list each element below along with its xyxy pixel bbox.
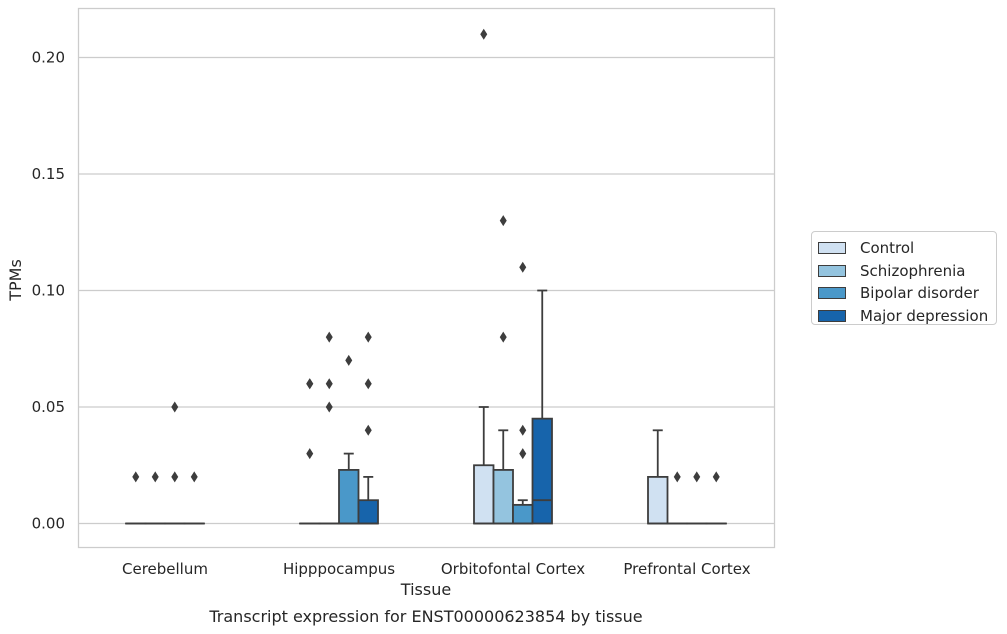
box-prefrontal-cortex-control	[647, 429, 669, 525]
box-cerebellum-schizophrenia	[144, 471, 166, 525]
x-tick-label-cerebellum: Cerebellum	[122, 560, 208, 578]
box-orbitofontal-cortex-schizophrenia	[492, 215, 514, 525]
box-body	[531, 417, 553, 525]
box-cerebellum-major-depression	[183, 471, 205, 525]
outlier-point	[151, 471, 159, 483]
outlier-point	[325, 378, 333, 390]
y-tick-label: 0.05	[32, 398, 65, 416]
box-cerebellum-control	[125, 471, 147, 525]
y-tick-label: 0.10	[32, 282, 65, 300]
legend: Control Schizophrenia Bipolar disorder M…	[811, 231, 997, 325]
box-hipppocampus-schizophrenia	[318, 331, 340, 525]
outlier-point	[345, 354, 353, 366]
x-tick-label-hipppocampus: Hipppocampus	[283, 560, 395, 578]
outlier-point	[519, 448, 527, 460]
outlier-point	[519, 261, 527, 273]
box-body	[492, 469, 514, 525]
y-tick-label: 0.15	[32, 165, 65, 183]
legend-label-bipolar-disorder: Bipolar disorder	[860, 284, 979, 303]
box-orbitofontal-cortex-bipolar-disorder	[512, 261, 534, 525]
chart-caption: Transcript expression for ENST0000062385…	[208, 607, 642, 626]
legend-swatch-schizophrenia	[818, 264, 846, 277]
legend-label-control: Control	[860, 239, 915, 258]
legend-item-control: Control	[818, 237, 996, 260]
outlier-point	[132, 471, 140, 483]
y-tick-labels: 0.00 0.05 0.10 0.15 0.20	[32, 49, 65, 533]
x-tick-labels: Cerebellum Hipppocampus Orbitofontal Corte…	[122, 560, 751, 578]
x-tick-label-orbitofontal-cortex: Orbitofontal Cortex	[441, 560, 585, 578]
plot-frame	[77, 7, 776, 549]
grid-lines	[78, 56, 774, 525]
outlier-point	[499, 215, 507, 227]
outlier-point	[673, 471, 681, 483]
outlier-point	[325, 331, 333, 343]
outlier-point	[325, 401, 333, 413]
outlier-point	[364, 424, 372, 436]
legend-item-bipolar-disorder: Bipolar disorder	[818, 282, 996, 305]
x-axis-label: Tissue	[400, 580, 451, 599]
legend-label-schizophrenia: Schizophrenia	[860, 261, 966, 280]
box-body	[512, 503, 534, 525]
legend-item-major-depression: Major depression	[818, 305, 996, 328]
outlier-point	[693, 471, 701, 483]
legend-swatch-major-depression	[818, 309, 846, 322]
outlier-point	[499, 331, 507, 343]
box-orbitofontal-cortex-major-depression	[531, 289, 553, 525]
y-axis-label: TPMs	[6, 259, 25, 302]
box-hipppocampus-bipolar-disorder	[338, 354, 360, 525]
outlier-point	[519, 424, 527, 436]
box-hipppocampus-major-depression	[357, 331, 379, 525]
legend-item-schizophrenia: Schizophrenia	[818, 260, 996, 283]
outlier-point	[171, 401, 179, 413]
box-prefrontal-cortex-schizophrenia	[666, 471, 688, 525]
plot-boxes	[125, 28, 727, 525]
outlier-point	[190, 471, 198, 483]
box-prefrontal-cortex-bipolar-disorder	[686, 471, 708, 525]
y-tick-label: 0.20	[32, 49, 65, 67]
box-hipppocampus-control	[299, 378, 321, 525]
outlier-point	[171, 471, 179, 483]
box-body	[338, 469, 360, 525]
box-orbitofontal-cortex-control	[473, 28, 495, 525]
legend-swatch-control	[818, 242, 846, 255]
outlier-point	[480, 28, 488, 40]
outlier-point	[306, 378, 314, 390]
outlier-point	[364, 331, 372, 343]
box-cerebellum-bipolar-disorder	[164, 401, 186, 525]
box-body	[357, 499, 379, 525]
outlier-point	[364, 378, 372, 390]
y-tick-label: 0.00	[32, 515, 65, 533]
box-body	[473, 464, 495, 525]
outlier-point	[306, 448, 314, 460]
legend-label-major-depression: Major depression	[860, 306, 989, 325]
box-prefrontal-cortex-major-depression	[705, 471, 727, 525]
x-tick-label-prefrontal-cortex: Prefrontal Cortex	[623, 560, 750, 578]
outlier-point	[712, 471, 720, 483]
box-body	[647, 475, 669, 525]
legend-swatch-bipolar-disorder	[818, 287, 846, 300]
